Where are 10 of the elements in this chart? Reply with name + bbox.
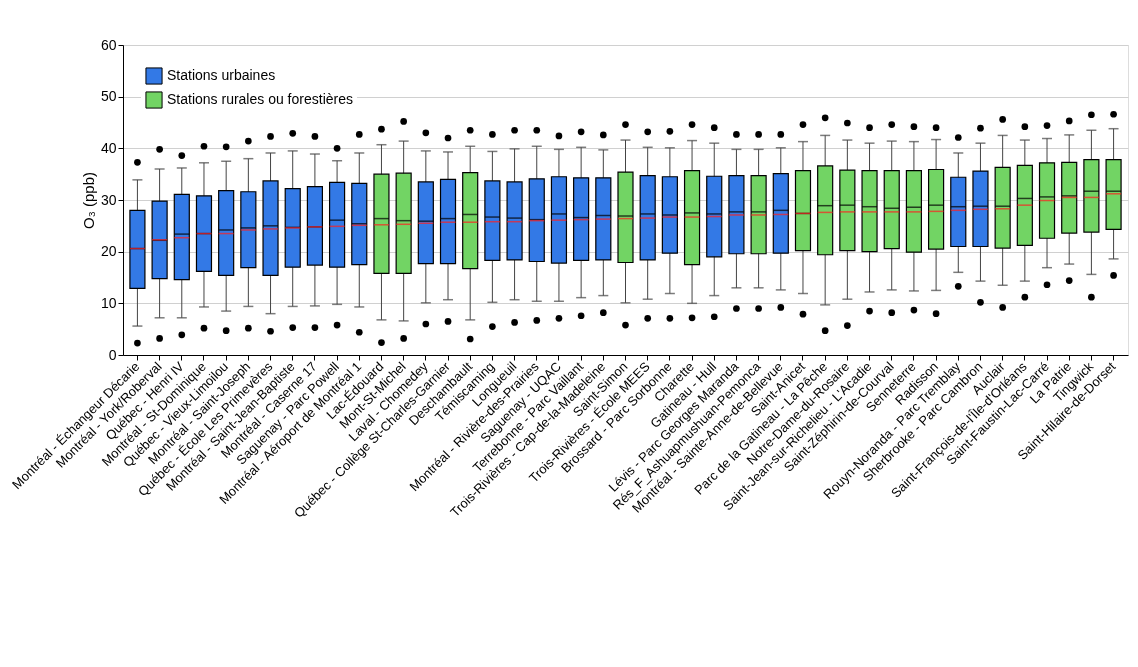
legend-label: Stations urbaines <box>167 67 276 83</box>
legend-label: Stations rurales ou forestières <box>167 91 353 107</box>
y-tick-label: 40 <box>100 139 117 156</box>
y-axis-title: O₃ (ppb) <box>79 172 97 229</box>
y-tick-label: 20 <box>100 243 117 260</box>
y-tick-label: 60 <box>100 36 117 53</box>
y-tick-label: 50 <box>100 88 117 105</box>
y-tick-label: 30 <box>100 191 117 208</box>
y-tick-label: 0 <box>108 346 117 363</box>
y-tick-label: 10 <box>100 294 117 311</box>
